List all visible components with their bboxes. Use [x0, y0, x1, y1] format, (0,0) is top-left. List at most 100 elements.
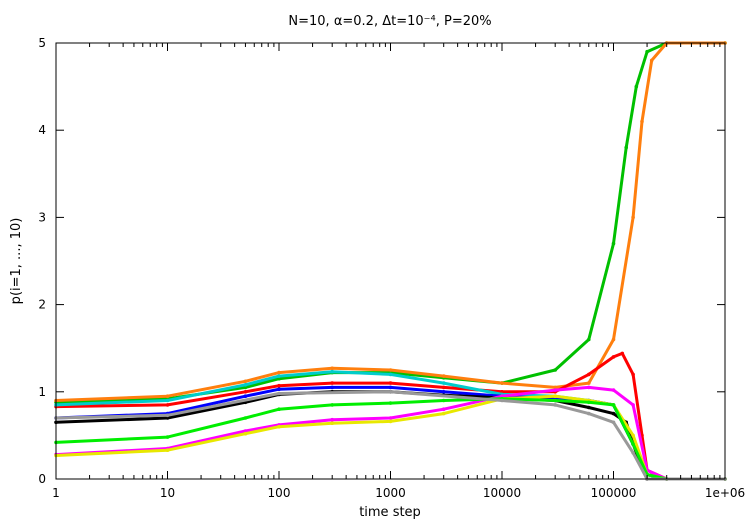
series-point [611, 337, 616, 342]
series-point [631, 433, 635, 438]
series-point [165, 435, 170, 439]
series-point [388, 372, 393, 377]
series-point [500, 394, 504, 399]
series-point [640, 119, 644, 124]
series-point [645, 49, 649, 54]
series-point [330, 421, 335, 426]
series-point [587, 405, 591, 410]
series-line [55, 41, 725, 404]
series-point [330, 403, 335, 407]
series-point [277, 370, 281, 375]
series-point [165, 398, 170, 403]
series-point [553, 403, 557, 407]
series-point [611, 388, 616, 392]
series-point [553, 385, 557, 390]
series-point [388, 385, 393, 390]
series-point [553, 368, 557, 372]
series-point [388, 368, 393, 372]
series-line [55, 41, 725, 402]
y-axis: 0 1 2 3 4 5 [38, 36, 725, 486]
series-point [277, 424, 281, 429]
x-axis-label: time step [359, 505, 421, 520]
series-point [277, 391, 281, 396]
series-point [611, 355, 616, 359]
series-point [587, 400, 591, 405]
series-layer [54, 41, 727, 481]
y-tick-label: 4 [38, 123, 46, 137]
series-point [243, 394, 248, 399]
series-point [165, 403, 170, 407]
x-tick-label: 1e+06 [705, 486, 745, 500]
series-point [388, 416, 393, 420]
series-point [388, 401, 393, 405]
series-point [631, 403, 635, 407]
series-point [634, 84, 639, 89]
series-point [587, 385, 591, 390]
series-point [441, 407, 446, 412]
series-point [388, 390, 393, 394]
series-point [165, 448, 170, 453]
series-point [611, 420, 616, 425]
series-point [165, 413, 170, 418]
series-point [441, 411, 446, 416]
x-tick-label: 100000 [591, 486, 637, 500]
series-point [165, 416, 170, 420]
series-point [500, 381, 504, 385]
series-point [441, 390, 446, 394]
series-point [330, 381, 335, 385]
series-point [631, 372, 635, 377]
series-point [243, 431, 248, 436]
y-tick-label: 3 [38, 210, 46, 224]
series-point [330, 385, 335, 390]
series-2 [54, 41, 727, 403]
series-point [553, 394, 557, 399]
series-point [620, 351, 625, 356]
x-tick-label: 100 [268, 486, 291, 500]
series-point [631, 215, 635, 220]
series-point [631, 451, 635, 455]
chart-title: N=10, α=0.2, Δt=10⁻⁴, P=20% [288, 14, 491, 29]
series-point [587, 372, 591, 377]
series-point [243, 390, 248, 394]
y-tick-label: 5 [38, 36, 46, 50]
series-point [277, 383, 281, 388]
series-point [587, 381, 591, 385]
series-point [500, 398, 504, 403]
x-tick-label: 1 [52, 486, 60, 500]
series-point [631, 442, 635, 446]
series-point [243, 383, 248, 387]
series-point [388, 381, 393, 385]
series-point [441, 374, 446, 378]
series-point [587, 411, 591, 416]
y-tick-label: 1 [38, 385, 46, 399]
series-point [441, 398, 446, 403]
series-point [243, 416, 248, 420]
x-tick-label: 1000 [375, 486, 406, 500]
series-1 [54, 41, 727, 405]
series-point [330, 369, 335, 374]
series-point [441, 385, 446, 390]
x-axis: 1 10 100 1000 10000 100000 1e+06 [52, 43, 745, 500]
series-point [611, 241, 616, 246]
y-tick-label: 2 [38, 298, 46, 312]
series-point [624, 145, 628, 150]
series-point [611, 411, 616, 416]
series-point [330, 417, 335, 422]
series-point [243, 429, 248, 433]
series-point [611, 403, 616, 407]
series-point [243, 379, 248, 384]
x-tick-label: 10 [160, 486, 175, 500]
series-point [165, 394, 170, 399]
series-point [649, 58, 654, 63]
series-point [587, 337, 591, 342]
series-point [388, 419, 393, 424]
series-point [553, 398, 557, 403]
y-tick-label: 0 [38, 472, 46, 486]
series-point [330, 366, 335, 371]
series-point [441, 381, 446, 385]
series-point [277, 407, 281, 412]
series-point [553, 388, 557, 392]
series-point [277, 387, 281, 392]
y-axis-label: p(i=1, ..., 10) [9, 218, 24, 305]
